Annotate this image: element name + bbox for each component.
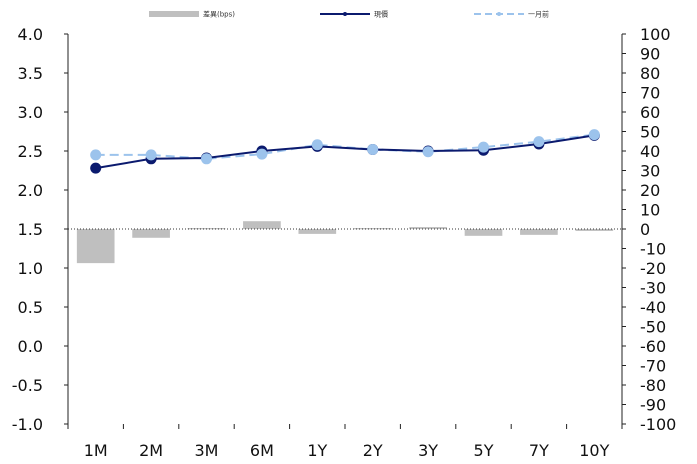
point-one-month-ago (478, 141, 489, 153)
x-tick-label: 2M (139, 441, 163, 460)
y-tick-label-left: -0.5 (12, 376, 43, 395)
legend-label-spread: 差異(bps) (203, 10, 235, 19)
y-tick-label-right: 10 (640, 201, 660, 220)
y-tick-label-right: 30 (640, 162, 660, 181)
point-one-month-ago (256, 148, 268, 160)
y-tick-label-left: -1.0 (12, 415, 43, 434)
y-tick-label-right: 0 (640, 220, 650, 239)
y-tick-label-right: 20 (640, 181, 660, 200)
legend-marker-current (343, 12, 347, 16)
y-tick-label-right: -20 (640, 259, 666, 278)
bar-spread (298, 229, 337, 234)
y-tick-label-right: -90 (640, 396, 666, 415)
y-tick-label-right: -60 (640, 337, 666, 356)
legend-label-one-month-ago: 一月前 (528, 10, 549, 19)
y-tick-label-right: -100 (640, 415, 676, 434)
y-tick-label-right: -70 (640, 357, 666, 376)
line-current (95, 134, 595, 170)
point-one-month-ago (311, 139, 323, 151)
bar-spread (520, 229, 558, 235)
legend-label-current: 現價 (374, 10, 388, 19)
legend-marker-one-month-ago (497, 12, 501, 16)
y-tick-label-right: -30 (640, 279, 666, 298)
x-tick-label: 7Y (529, 441, 549, 460)
y-tick-label-right: 80 (640, 64, 660, 83)
y-tick-label-left: 0.0 (18, 337, 43, 356)
y-tick-label-right: 50 (640, 123, 660, 142)
bar-spread (353, 228, 392, 230)
y-tick-label-left: 2.0 (18, 181, 43, 200)
x-tick-label: 1M (84, 441, 108, 460)
y-tick-label-left: 1.5 (18, 220, 43, 239)
y-tick-label-right: 90 (640, 45, 660, 64)
y-tick-label-left: 3.0 (18, 103, 43, 122)
point-current (90, 162, 102, 174)
bar-spread (76, 229, 115, 264)
point-one-month-ago (145, 149, 157, 161)
y-tick-label-right: -10 (640, 240, 666, 259)
y-tick-label-left: 4.0 (18, 25, 43, 44)
point-one-month-ago (90, 149, 102, 161)
x-tick-label: 5Y (474, 441, 494, 460)
x-tick-label: 3Y (418, 441, 438, 460)
y-tick-label-left: 2.5 (18, 142, 43, 161)
x-tick-label: 1Y (307, 441, 327, 460)
point-one-month-ago (201, 153, 212, 165)
point-one-month-ago (533, 136, 545, 148)
legend-swatch-spread (149, 11, 199, 17)
bar-spread (243, 221, 281, 229)
bar-spread (132, 229, 170, 238)
point-one-month-ago (367, 143, 379, 155)
bar-spread (409, 227, 447, 229)
y-tick-label-right: 60 (640, 103, 660, 122)
y-tick-label-right: -40 (640, 298, 666, 317)
y-tick-label-right: 100 (640, 25, 671, 44)
x-tick-label: 3M (195, 441, 219, 460)
point-one-month-ago (422, 146, 434, 158)
x-tick-label: 10Y (579, 441, 609, 460)
y-tick-label-right: -50 (640, 318, 666, 337)
y-tick-label-left: 0.5 (18, 298, 43, 317)
y-tick-label-right: 40 (640, 142, 660, 161)
y-tick-label-right: -80 (640, 376, 666, 395)
x-tick-label: 2Y (363, 441, 383, 460)
point-one-month-ago (588, 129, 600, 141)
y-tick-label-left: 3.5 (18, 64, 43, 83)
x-tick-label: 6M (250, 441, 274, 460)
bar-spread (464, 229, 503, 236)
bar-spread (575, 229, 614, 231)
y-tick-label-left: 1.0 (18, 259, 43, 278)
y-tick-label-right: 70 (640, 84, 660, 103)
